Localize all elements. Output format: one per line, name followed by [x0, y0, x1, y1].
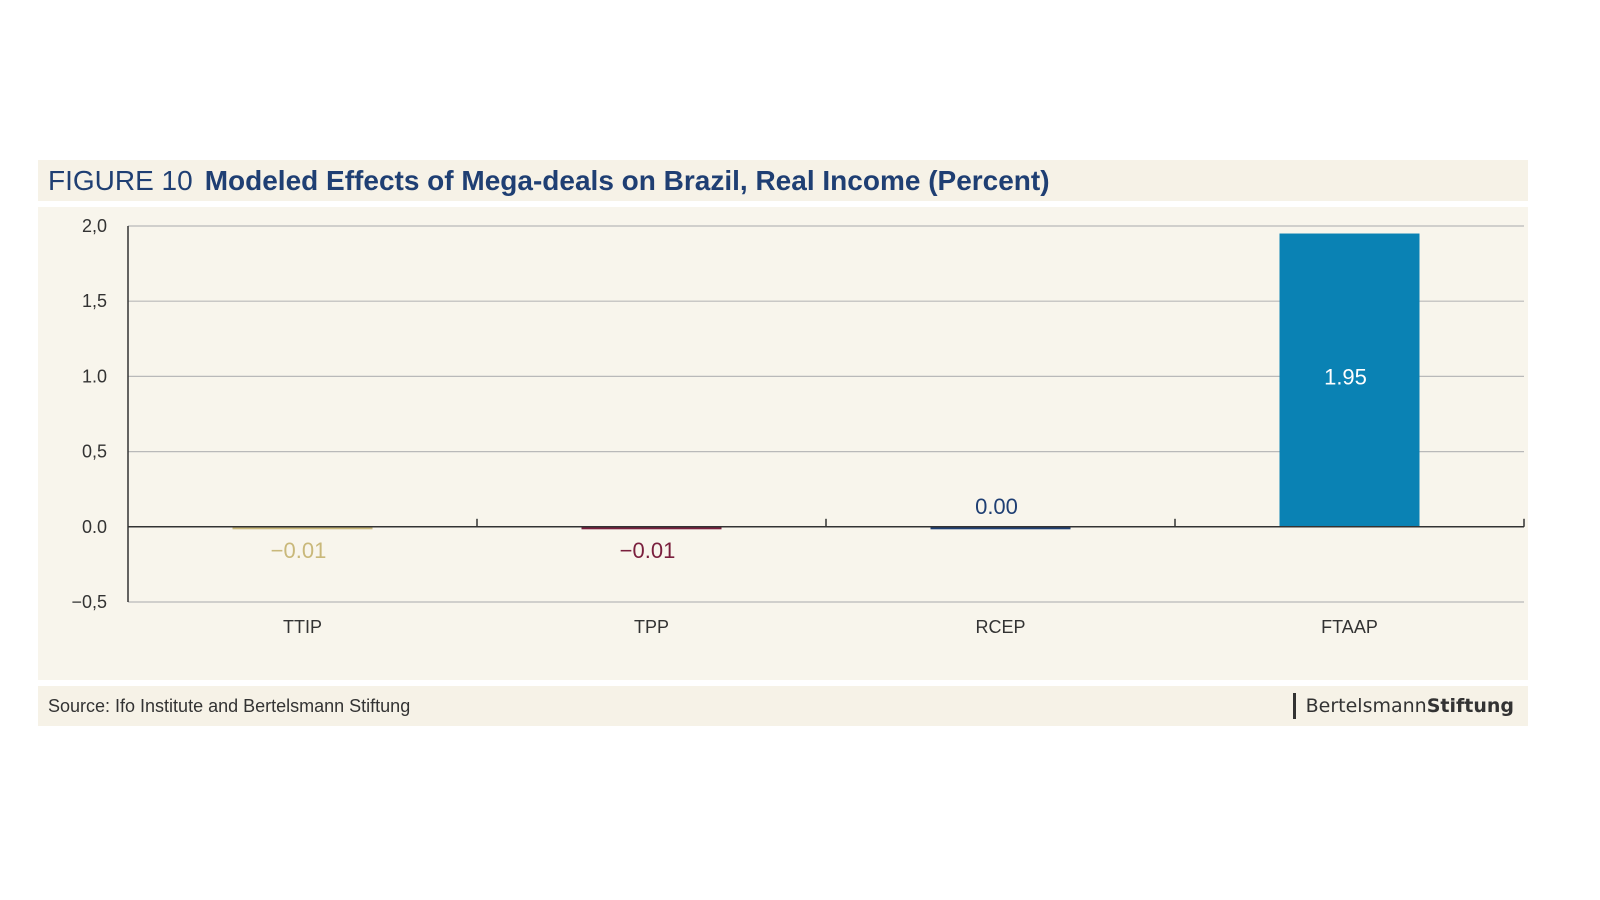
chart-panel: −0,5 0.0 0,5 1.0 1,5 2,0 −0.01 TTIP −0.01 TPP 0.00… [38, 207, 1528, 680]
x-tick-label: RCEP [975, 617, 1025, 637]
y-tick-label: 1.0 [82, 366, 107, 386]
data-label: −0.01 [271, 538, 327, 563]
data-label: −0.01 [620, 538, 676, 563]
bar-chart: −0,5 0.0 0,5 1.0 1,5 2,0 −0.01 TTIP −0.01 TPP 0.00… [71, 216, 1525, 637]
x-tick-label: TPP [634, 617, 669, 637]
y-tick-label: 2,0 [82, 216, 107, 236]
y-tick-label: −0,5 [71, 592, 107, 612]
logo-divider [1292, 693, 1296, 719]
bar-ftaap [1279, 233, 1420, 527]
y-tick-label: 0,5 [82, 442, 107, 462]
bar-ttip [232, 526, 373, 530]
y-tick-label: 1,5 [82, 291, 107, 311]
source-note: Source: Ifo Institute and Bertelsmann St… [48, 695, 411, 716]
data-label: 0.00 [975, 494, 1018, 519]
bertelsmann-stiftung-logo: Bertelsmann Stiftung [1292, 693, 1514, 719]
logo-text-bold: Stiftung [1426, 695, 1514, 717]
figure-title-bar: FIGURE 10 Modeled Effects of Mega-deals … [38, 160, 1528, 201]
logo-text-regular: Bertelsmann [1305, 695, 1427, 717]
bar-rcep [930, 526, 1071, 530]
data-label: 1.95 [1324, 364, 1367, 389]
figure-title: Modeled Effects of Mega-deals on Brazil,… [204, 164, 1050, 196]
figure-label: FIGURE 10 [48, 164, 193, 196]
bar-tpp [581, 526, 722, 530]
y-tick-label: 0.0 [82, 517, 107, 537]
x-tick-label: FTAAP [1321, 617, 1378, 637]
footer-bar: Source: Ifo Institute and Bertelsmann St… [38, 686, 1528, 726]
x-tick-label: TTIP [283, 617, 322, 637]
